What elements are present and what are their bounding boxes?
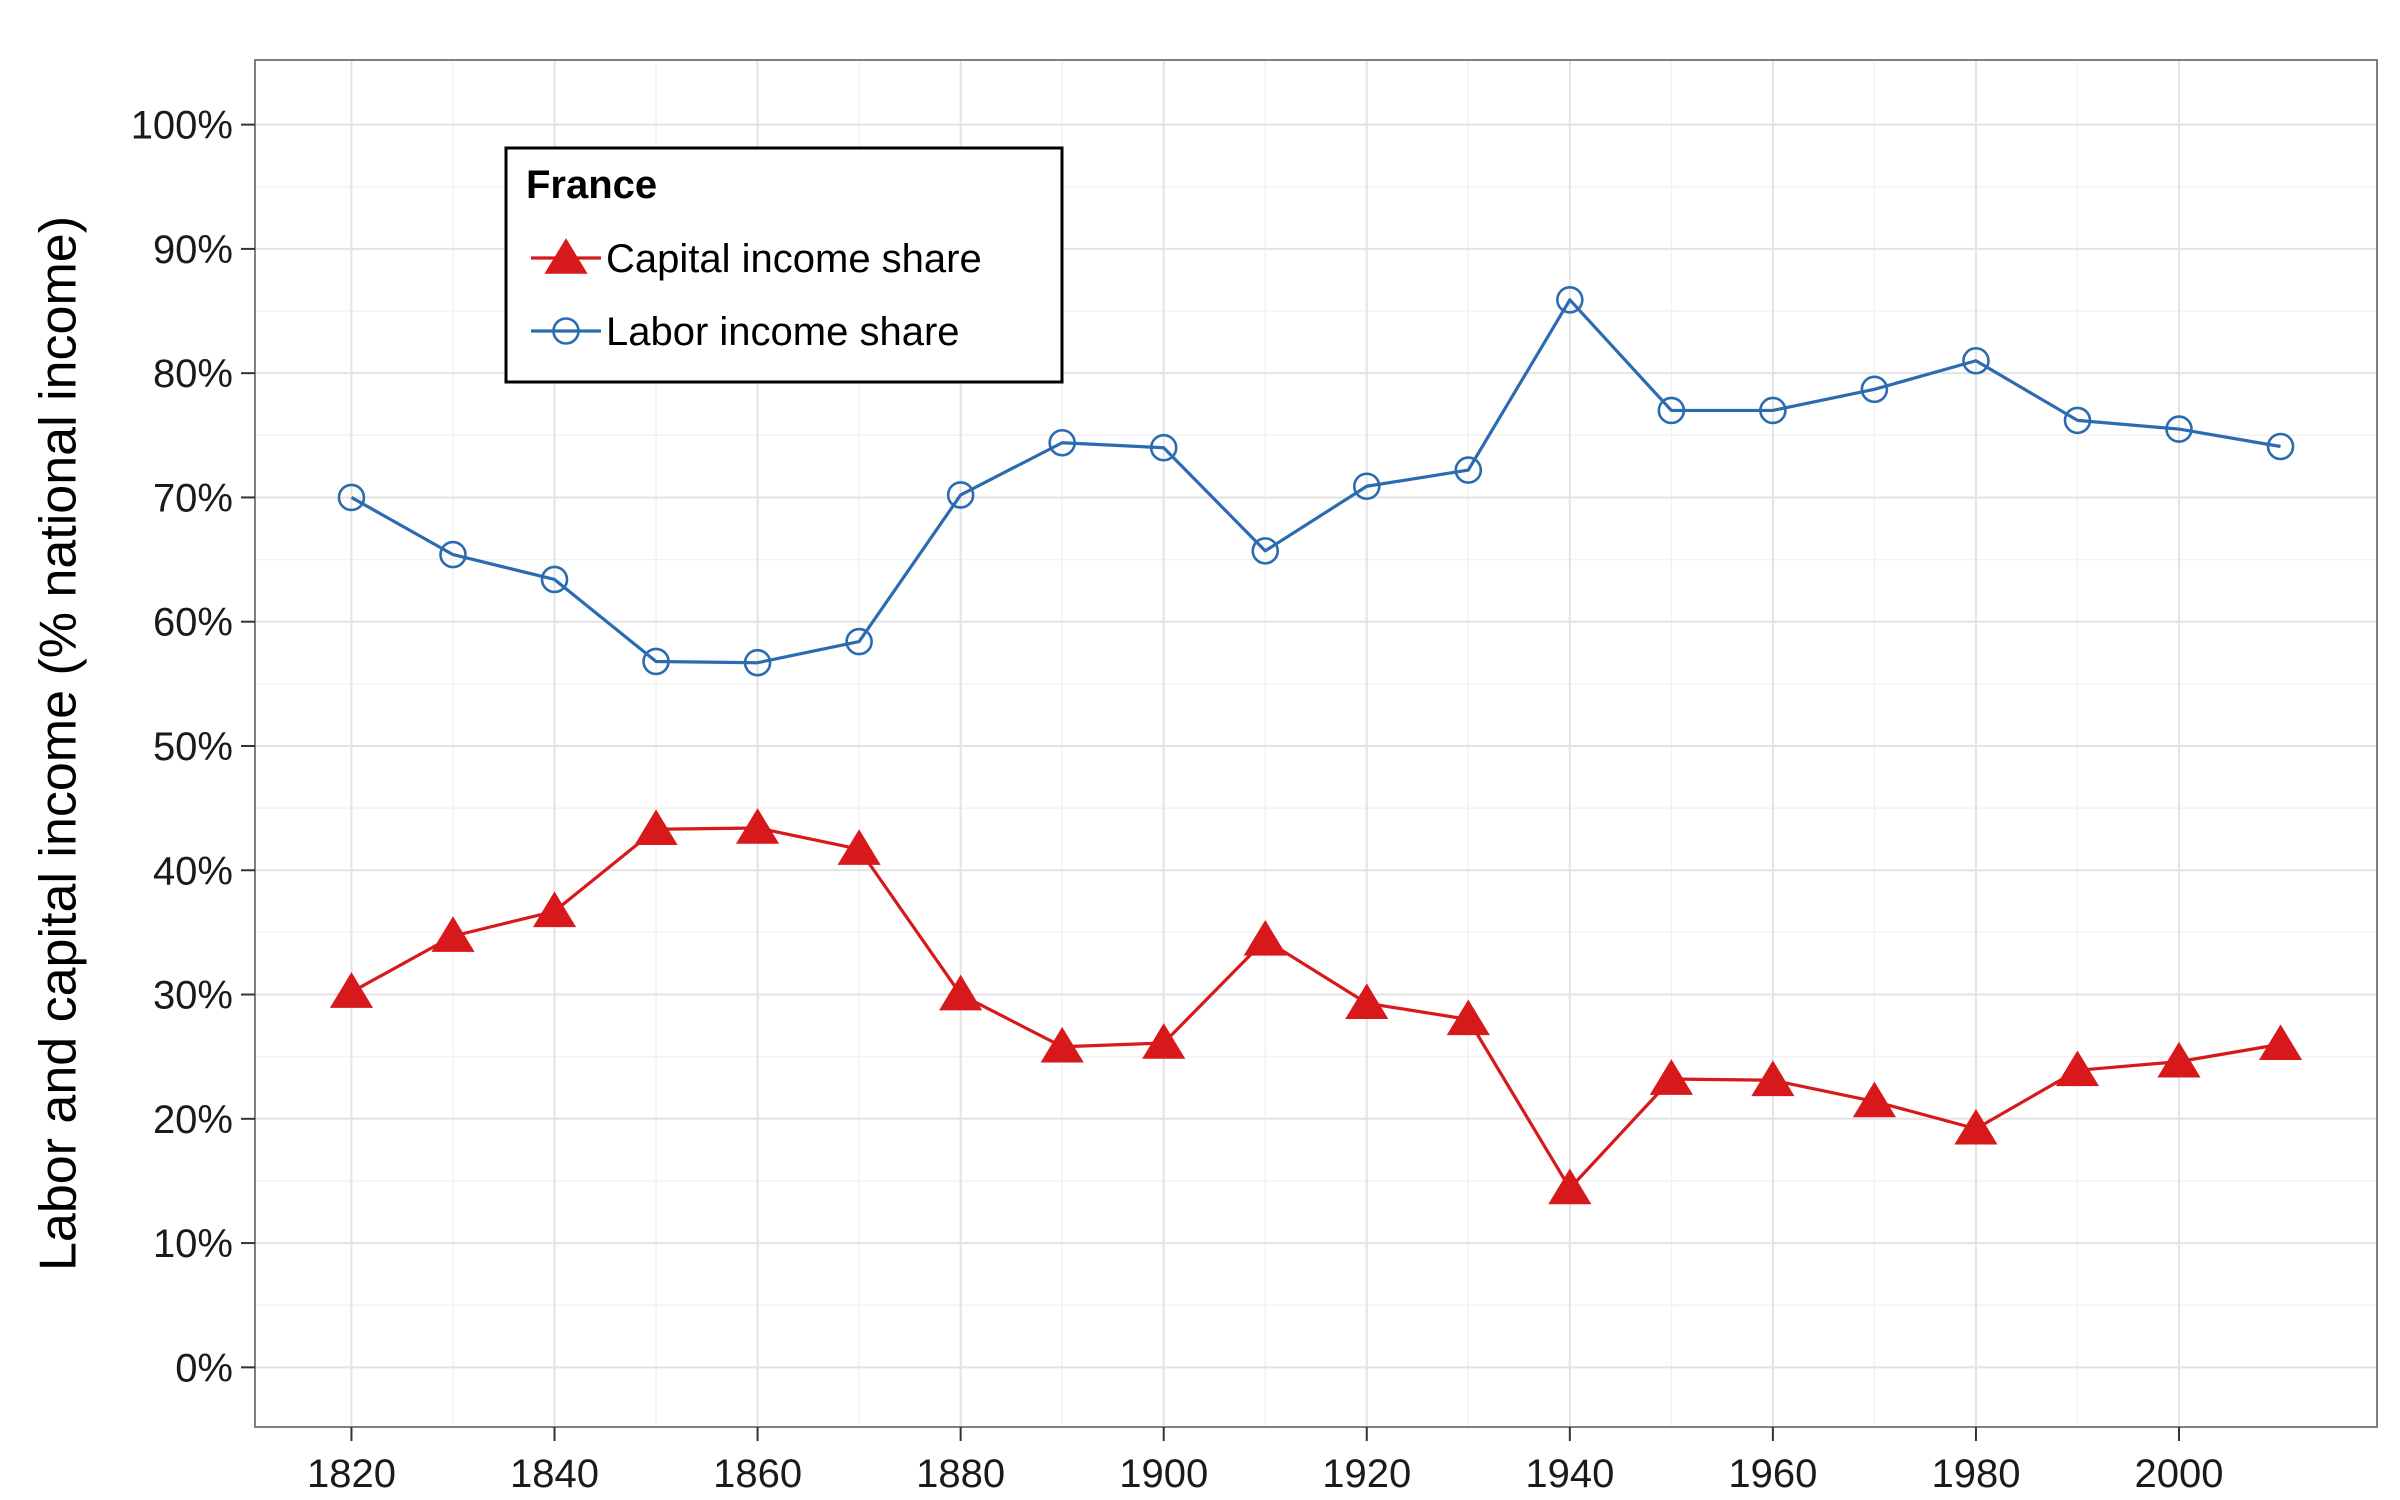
x-tick-label: 1960	[1728, 1452, 1817, 1496]
y-tick-label: 0%	[175, 1346, 233, 1390]
x-tick-label: 1820	[307, 1452, 396, 1496]
data-point-capital-income-share	[735, 808, 780, 844]
data-point-labor-income-share	[1149, 433, 1178, 462]
y-tick-label: 70%	[153, 476, 233, 520]
y-tick-label: 100%	[131, 104, 233, 148]
x-tick-label: 1920	[1322, 1452, 1411, 1496]
legend-label-labor-income-share: Labor income share	[606, 310, 960, 354]
legend-box	[504, 146, 1064, 384]
data-point-labor-income-share	[2063, 406, 2092, 435]
y-tick-label: 80%	[153, 352, 233, 396]
data-point-capital-income-share	[939, 974, 983, 1011]
data-point-capital-income-share	[1040, 1026, 1084, 1063]
data-point-capital-income-share	[2258, 1024, 2303, 1061]
data-point-capital-income-share	[1649, 1059, 1693, 1095]
legend-label-capital-income-share: Capital income share	[606, 237, 982, 281]
x-tick-label: 1840	[510, 1452, 599, 1496]
y-tick-label: 10%	[153, 1222, 233, 1266]
data-point-capital-income-share	[1954, 1108, 1998, 1145]
data-point-labor-income-share	[1556, 286, 1584, 314]
data-point-capital-income-share	[1446, 999, 1490, 1036]
data-point-labor-income-share	[1352, 472, 1381, 501]
data-point-capital-income-share	[431, 916, 475, 952]
y-tick-label: 30%	[153, 974, 233, 1018]
data-point-capital-income-share	[1142, 1023, 1186, 1059]
y-tick-label: 20%	[153, 1098, 233, 1142]
data-point-labor-income-share	[1048, 428, 1076, 457]
data-point-labor-income-share	[743, 648, 772, 677]
data-point-labor-income-share	[1860, 375, 1889, 404]
data-series	[329, 286, 2303, 1205]
data-point-capital-income-share	[532, 891, 577, 928]
data-point-capital-income-share	[2055, 1050, 2100, 1087]
series-line-capital-income-share	[350, 826, 2281, 1190]
data-point-labor-income-share	[1759, 396, 1787, 425]
data-point-capital-income-share	[1345, 983, 1389, 1020]
x-tick-label: 1940	[1525, 1452, 1614, 1496]
data-point-labor-income-share	[845, 627, 873, 656]
data-point-labor-income-share	[642, 647, 670, 676]
legend-entry-capital-income-share: Capital income share	[531, 237, 982, 281]
data-point-capital-income-share	[1751, 1060, 1795, 1097]
series-capital-income-share	[329, 808, 2303, 1205]
x-tick-label: 1880	[916, 1452, 1005, 1496]
axis-ticks: 0% 10% 20% 30% 40% 50% 60% 70% 80% 90% 100% 1820 184…	[131, 104, 2224, 1496]
legend-marker-labor-income-share	[552, 317, 580, 345]
data-point-labor-income-share	[946, 481, 975, 509]
data-point-labor-income-share	[1962, 346, 1990, 375]
data-point-labor-income-share	[337, 483, 366, 512]
legend: France Capital income share Labor income …	[504, 146, 1064, 384]
x-tick-label: 1860	[713, 1452, 802, 1496]
data-point-labor-income-share	[1251, 537, 1280, 565]
data-point-labor-income-share	[439, 540, 467, 569]
y-axis-title: Labor and capital income (% national inc…	[30, 216, 88, 1271]
data-point-capital-income-share	[1852, 1081, 1897, 1118]
y-tick-label: 50%	[153, 725, 233, 769]
data-point-labor-income-share	[2165, 415, 2193, 443]
data-point-labor-income-share	[1657, 396, 1686, 425]
x-tick-label: 2000	[2135, 1452, 2224, 1496]
y-tick-label: 90%	[153, 228, 233, 272]
data-point-labor-income-share	[540, 565, 569, 594]
data-point-labor-income-share	[2266, 432, 2295, 461]
data-point-capital-income-share	[1548, 1168, 1592, 1205]
x-tick-label: 1900	[1119, 1452, 1208, 1496]
series-line-labor-income-share	[350, 298, 2281, 665]
data-point-capital-income-share	[634, 809, 678, 846]
legend-entries: Capital income share Labor income share	[531, 237, 982, 354]
y-tick-label: 40%	[153, 849, 233, 893]
x-tick-label: 1980	[1931, 1452, 2020, 1496]
legend-marker-capital-income-share	[544, 238, 588, 274]
data-point-capital-income-share	[1243, 919, 1287, 956]
plot-panel-border	[254, 59, 2378, 1428]
series-labor-income-share	[337, 286, 2295, 677]
data-point-capital-income-share	[837, 829, 881, 865]
data-point-capital-income-share	[329, 972, 374, 1008]
legend-entry-labor-income-share: Labor income share	[531, 310, 960, 354]
data-point-capital-income-share	[2157, 1041, 2201, 1078]
data-point-labor-income-share	[1454, 456, 1483, 484]
y-tick-label: 60%	[153, 601, 233, 645]
legend-title: France	[526, 163, 657, 207]
